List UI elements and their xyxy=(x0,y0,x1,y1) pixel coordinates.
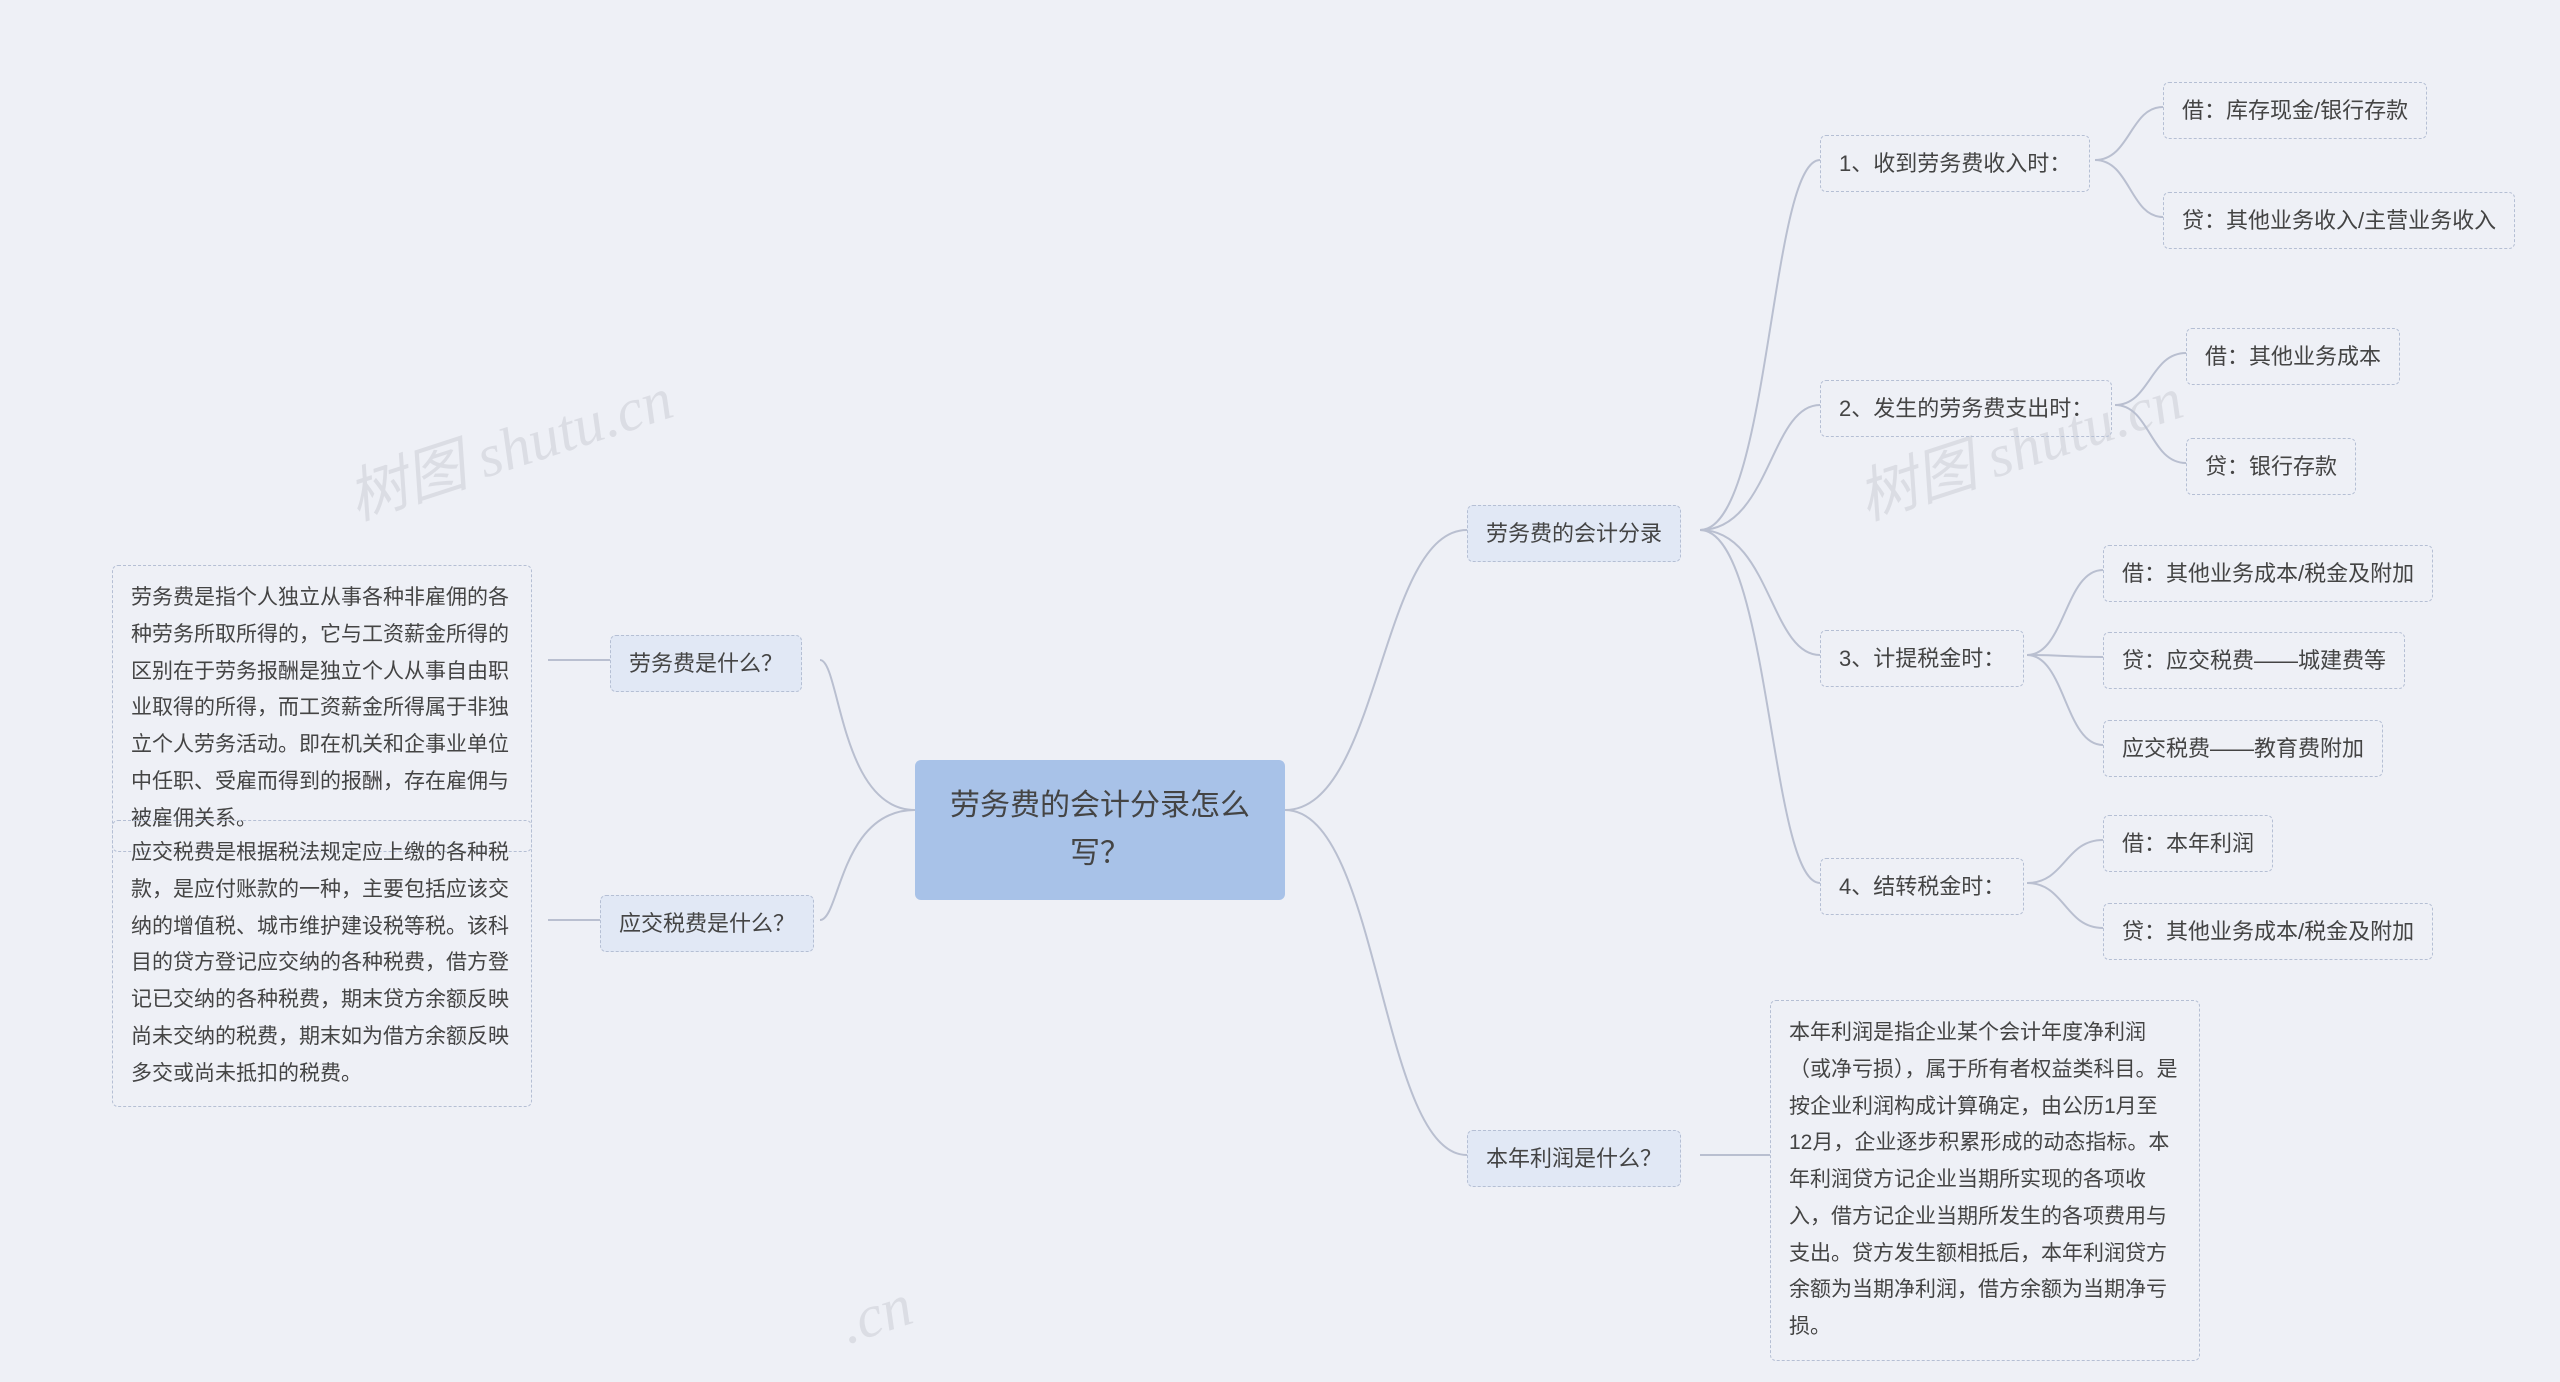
entry-receive-income: 1、收到劳务费收入时： xyxy=(1820,135,2090,192)
connector xyxy=(2115,353,2186,405)
entry-carryover-tax-cr: 贷：其他业务成本/税金及附加 xyxy=(2103,903,2433,960)
branch-labor-fee-entries: 劳务费的会计分录 xyxy=(1467,505,1681,562)
watermark-1: 树图 shutu.cn xyxy=(335,350,682,537)
connector xyxy=(1700,530,1820,655)
root-node: 劳务费的会计分录怎么写？ xyxy=(915,760,1285,900)
connector xyxy=(1285,530,1467,810)
leaf-current-profit-desc: 本年利润是指企业某个会计年度净利润（或净亏损），属于所有者权益类科目。是按企业利… xyxy=(1770,1000,2200,1361)
leaf-labor-fee-what-desc: 劳务费是指个人独立从事各种非雇佣的各种劳务所取所得的，它与工资薪金所得的区别在于… xyxy=(112,565,532,852)
connector xyxy=(2027,840,2103,883)
branch-current-profit-what: 本年利润是什么？ xyxy=(1467,1130,1681,1187)
entry-receive-income-dr: 借：库存现金/银行存款 xyxy=(2163,82,2427,139)
connector xyxy=(2095,160,2163,217)
watermark-3: .cn xyxy=(831,1271,920,1359)
connector xyxy=(820,810,915,920)
connector xyxy=(820,660,915,810)
entry-expense-dr: 借：其他业务成本 xyxy=(2186,328,2400,385)
connector xyxy=(2095,107,2163,160)
entry-carryover-tax: 4、结转税金时： xyxy=(1820,858,2024,915)
entry-accrue-tax: 3、计提税金时： xyxy=(1820,630,2024,687)
connector xyxy=(2027,883,2103,928)
entry-accrue-tax-1: 借：其他业务成本/税金及附加 xyxy=(2103,545,2433,602)
entry-expense-cr: 贷：银行存款 xyxy=(2186,438,2356,495)
entry-accrue-tax-2: 贷：应交税费——城建费等 xyxy=(2103,632,2405,689)
connector xyxy=(2027,570,2103,655)
connector xyxy=(2027,655,2103,745)
entry-receive-income-cr: 贷：其他业务收入/主营业务收入 xyxy=(2163,192,2515,249)
connector xyxy=(2027,655,2103,657)
leaf-tax-payable-what-desc: 应交税费是根据税法规定应上缴的各种税款，是应付账款的一种，主要包括应该交纳的增值… xyxy=(112,820,532,1107)
connector xyxy=(1700,160,1820,530)
connector xyxy=(1285,810,1467,1155)
connector xyxy=(1700,530,1820,883)
entry-expense: 2、发生的劳务费支出时： xyxy=(1820,380,2112,437)
branch-tax-payable-what: 应交税费是什么？ xyxy=(600,895,814,952)
entry-carryover-tax-dr: 借：本年利润 xyxy=(2103,815,2273,872)
entry-accrue-tax-3: 应交税费——教育费附加 xyxy=(2103,720,2383,777)
connector xyxy=(2115,405,2186,463)
connector xyxy=(1700,405,1820,530)
branch-labor-fee-what: 劳务费是什么？ xyxy=(610,635,802,692)
watermark-2: 树图 shutu.cn xyxy=(1845,350,2192,537)
